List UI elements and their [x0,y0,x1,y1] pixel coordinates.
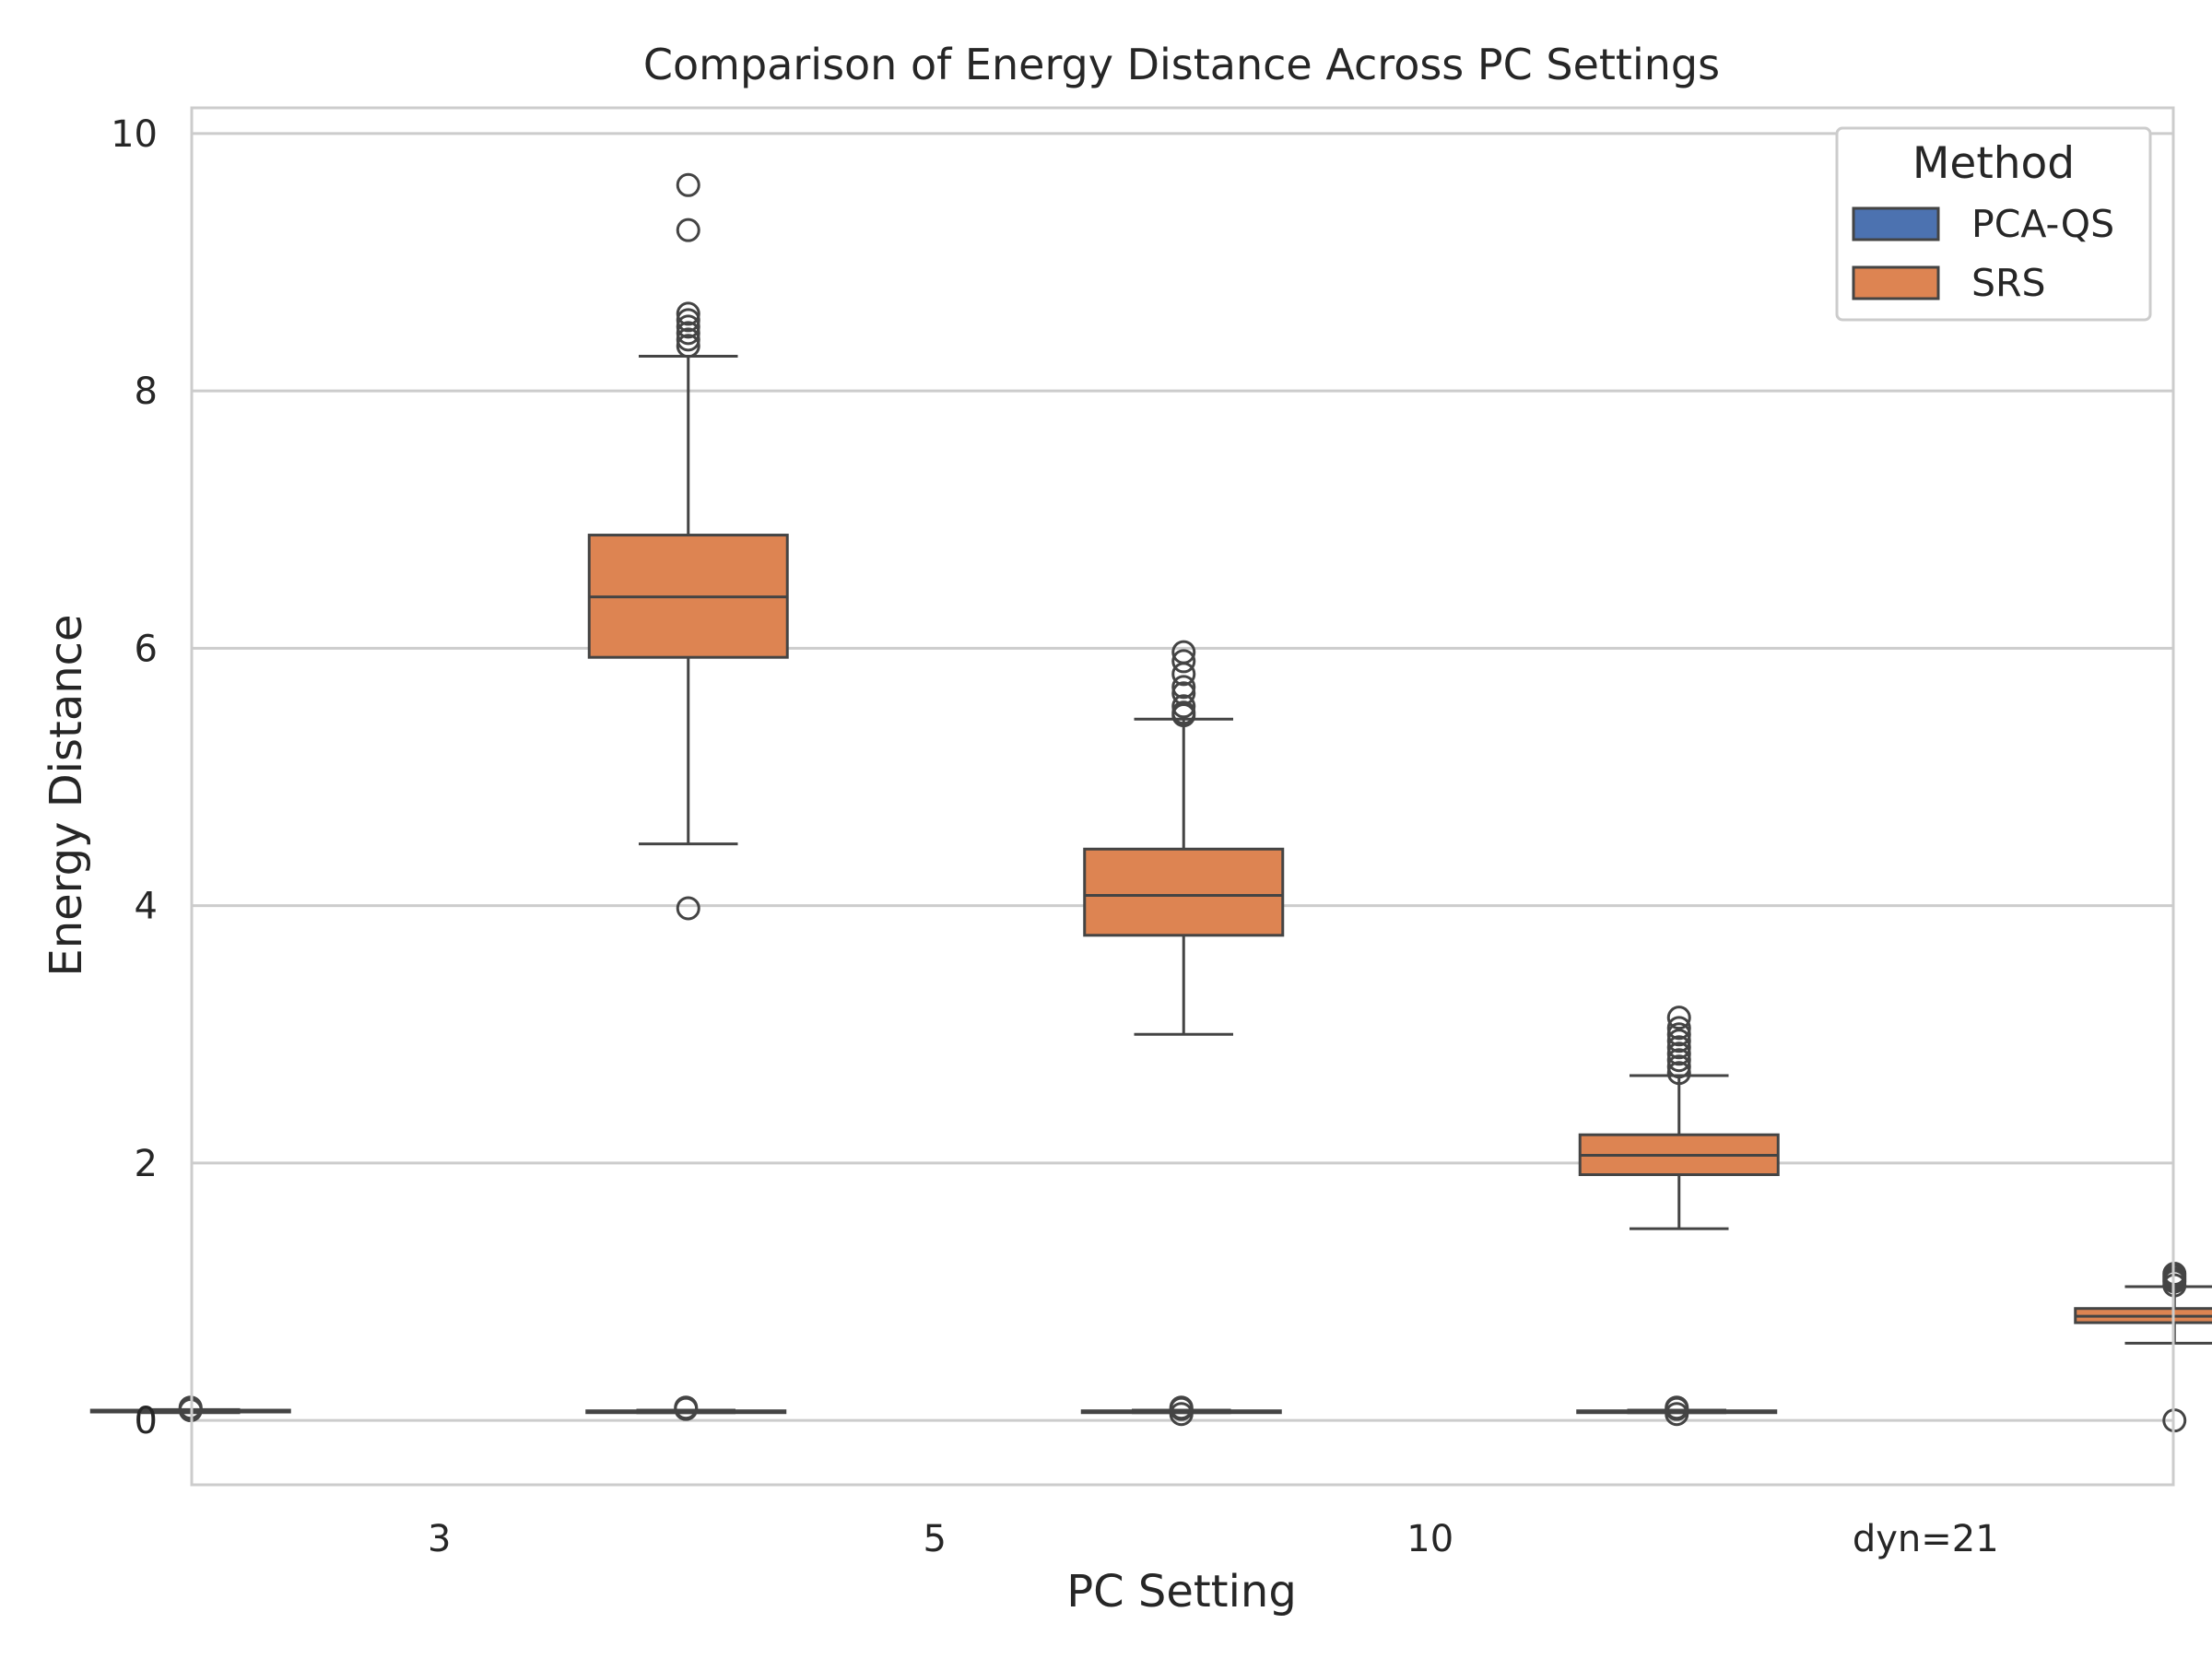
outlier-point [676,327,700,352]
chart-title: Comparison of Energy Distance Across PC … [643,40,1720,89]
x-axis-label: PC Setting [1066,1566,1297,1618]
y-tick-label: 8 [135,371,158,413]
outlier-point [1666,1048,1691,1073]
outlier-point [1666,1016,1691,1041]
legend-swatch-pca-qs [1852,206,1940,241]
box-iqr [1083,847,1285,937]
outlier-point [1666,1006,1691,1030]
y-tick-label: 4 [135,886,158,928]
x-tick-label: dyn=21 [1853,1518,1999,1560]
x-tick-label: 3 [428,1518,451,1560]
y-tick-label: 0 [135,1400,158,1442]
outlier-point [1171,694,1196,719]
y-tick-label: 2 [135,1143,158,1185]
outlier-point [1666,1029,1691,1053]
outlier-point [676,896,700,921]
legend-title: Method [1912,138,2075,189]
outlier-point [674,1395,699,1420]
y-axis-label: Energy Distance [41,614,92,976]
outlier-point [1665,1395,1689,1420]
outlier-point [1666,1054,1691,1079]
outlier-point [1171,649,1196,674]
outlier-point [1171,640,1196,665]
outlier-point [1666,1041,1691,1066]
outlier-point [1169,1395,1194,1420]
y-tick-label: 6 [135,628,158,670]
outlier-point [676,172,700,197]
outlier-point [1666,1022,1691,1047]
y-tick-labels: 0 2 4 6 8 10 [111,113,158,1442]
legend-swatch-srs [1852,265,1940,300]
outlier-point [1666,1035,1691,1060]
outlier-point [1171,675,1196,700]
outlier-point [676,218,700,242]
legend-label-srs: SRS [1971,261,2046,305]
outlier-point [676,321,700,346]
y-tick-label: 10 [111,113,158,156]
legend: Method PCA-QS SRS [1835,126,2152,322]
legend-label-pca-qs: PCA-QS [1971,202,2114,246]
outlier-point [1666,1061,1691,1086]
x-tick-label: 10 [1406,1518,1453,1560]
outlier-point [1171,681,1196,706]
outlier-point [676,301,700,326]
outlier-point [1171,700,1196,725]
outlier-point [676,314,700,339]
plot-frame [190,106,2175,1487]
outlier-point [676,308,700,333]
x-tick-label: 5 [924,1518,947,1560]
x-tick-labels: 3 5 10 dyn=21 [428,1518,1999,1560]
outlier-point [676,334,700,359]
